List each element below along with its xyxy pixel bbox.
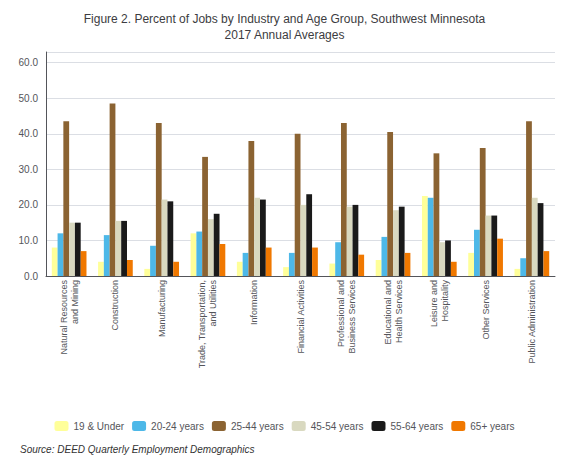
svg-text:Natural Resources: Natural Resources [59,280,69,355]
svg-text:and Utilities: and Utilities [208,280,218,327]
svg-text:Health Services: Health Services [394,280,404,344]
svg-text:10.0: 10.0 [19,235,39,246]
svg-text:Public Administration: Public Administration [527,280,537,364]
svg-text:40.0: 40.0 [19,128,39,139]
svg-text:55-64 years: 55-64 years [391,421,444,432]
svg-text:Financial Activities: Financial Activities [296,280,306,354]
svg-text:Trade, Transportation,: Trade, Transportation, [197,280,207,368]
svg-text:Professional and: Professional and [336,280,346,347]
svg-text:25-44 years: 25-44 years [231,421,284,432]
svg-text:Other Services: Other Services [481,280,491,340]
svg-text:Educational and: Educational and [383,280,393,345]
svg-text:2017 Annual Averages: 2017 Annual Averages [225,28,345,42]
svg-text:Information: Information [249,280,259,325]
svg-text:20-24 years: 20-24 years [151,421,204,432]
svg-text:Manufacturing: Manufacturing [157,280,167,337]
svg-text:Leisure and: Leisure and [429,280,439,327]
svg-text:19 & Under: 19 & Under [73,421,124,432]
svg-text:Business Services: Business Services [347,280,357,354]
svg-text:65+ years: 65+ years [470,421,514,432]
svg-text:Source: DEED Quarterly Employm: Source: DEED Quarterly Employment Demogr… [20,444,255,455]
svg-text:Hospitality: Hospitality [440,280,450,322]
svg-text:Figure 2. Percent of Jobs by I: Figure 2. Percent of Jobs by Industry an… [84,12,486,26]
svg-text:50.0: 50.0 [19,93,39,104]
svg-text:30.0: 30.0 [19,164,39,175]
svg-text:60.0: 60.0 [19,57,39,68]
svg-text:and Mining: and Mining [70,280,80,324]
svg-text:0.0: 0.0 [24,271,38,282]
svg-text:20.0: 20.0 [19,199,39,210]
svg-text:Construction: Construction [110,280,120,331]
svg-text:45-54 years: 45-54 years [311,421,364,432]
